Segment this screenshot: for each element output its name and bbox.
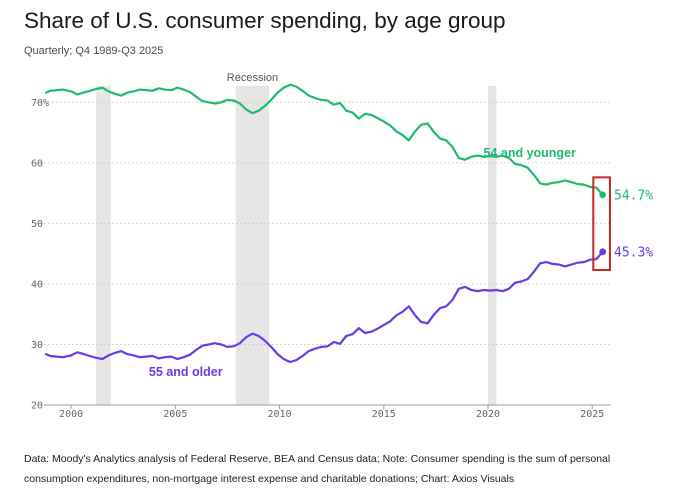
- y-tick-label: 40: [31, 279, 43, 290]
- series-end-label: 54.7%: [614, 188, 653, 203]
- series-end-label: 45.3%: [614, 245, 653, 260]
- x-tick-label: 2025: [580, 409, 604, 420]
- x-tick-label: 2015: [372, 409, 396, 420]
- chart-title: Share of U.S. consumer spending, by age …: [24, 8, 506, 33]
- highlight-box: [592, 176, 611, 271]
- series-lines: 54.7% 45.3%: [45, 83, 653, 364]
- shaded-period-label: Recession: [227, 72, 278, 84]
- x-tick-label: 2020: [476, 409, 500, 420]
- chart-canvas: Recession 20 30 40 50 60 70% 2000 2005 2010 2015…: [31, 72, 653, 420]
- series-line-older: [45, 250, 604, 364]
- latest-value-highlight: [592, 176, 611, 271]
- x-tick-label: 2000: [59, 409, 83, 420]
- y-tick-label: 50: [31, 219, 43, 230]
- chart-subtitle: Quarterly; Q4 1989-Q3 2025: [24, 45, 164, 57]
- series-label: 54 and younger: [484, 146, 577, 160]
- x-tick-label: 2005: [163, 409, 187, 420]
- series-end-dot: [599, 191, 607, 199]
- series-line-younger: [45, 83, 604, 196]
- shaded-period-1: [235, 86, 270, 405]
- series-end-dot: [599, 248, 607, 256]
- x-axis: 2000 2005 2010 2015 2020 2025: [44, 404, 611, 420]
- y-tick-label: 20: [31, 401, 43, 412]
- source-note: Data: Moody's Analytics analysis of Fede…: [24, 453, 611, 485]
- series-label: 55 and older: [149, 365, 223, 379]
- shaded-period-2: [488, 86, 497, 405]
- y-gridlines: 20 30 40 50 60 70%: [31, 98, 611, 412]
- x-tick-label: 2010: [268, 409, 292, 420]
- y-tick-label: 60: [31, 158, 43, 169]
- y-tick-label: 30: [31, 340, 43, 351]
- series-labels: 54 and younger 55 and older: [149, 146, 576, 379]
- recession-shading: Recession: [96, 72, 497, 405]
- shaded-period-0: [96, 86, 111, 405]
- y-tick-label: 70%: [31, 98, 49, 109]
